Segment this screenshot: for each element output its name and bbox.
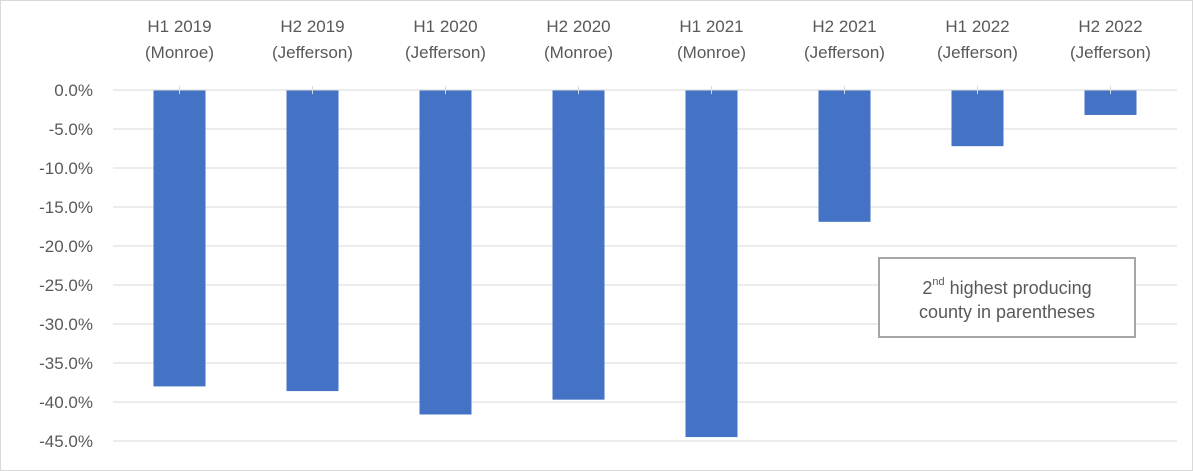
x-tick-label: (Monroe) (145, 43, 214, 62)
bar (153, 90, 206, 387)
bar (951, 90, 1004, 147)
x-tick-label: (Jefferson) (272, 43, 353, 62)
y-tick-label: -5.0% (49, 120, 93, 139)
y-tick-label: -25.0% (39, 276, 93, 295)
x-tick-label: H2 2019 (280, 17, 344, 36)
x-tick-label: (Jefferson) (804, 43, 885, 62)
bar (685, 90, 738, 438)
y-tick-label: -30.0% (39, 315, 93, 334)
x-tick-label: H2 2022 (1078, 17, 1142, 36)
x-tick-label: (Jefferson) (405, 43, 486, 62)
bar (419, 90, 472, 415)
y-tick-label: -45.0% (39, 432, 93, 451)
annotation-line-1: 2nd highest producing (922, 275, 1092, 298)
x-tick-label: (Monroe) (544, 43, 613, 62)
x-tick-label: H2 2020 (546, 17, 610, 36)
y-tick-label: -20.0% (39, 237, 93, 256)
x-tick-label: H1 2022 (945, 17, 1009, 36)
x-tick-label: H1 2021 (679, 17, 743, 36)
y-tick-label: -15.0% (39, 198, 93, 217)
y-tick-label: -35.0% (39, 354, 93, 373)
annotation-box: 2nd highest producing county in parenthe… (878, 257, 1136, 338)
y-tick-label: -40.0% (39, 393, 93, 412)
x-tick-label: (Jefferson) (1070, 43, 1151, 62)
x-tick-label: (Monroe) (677, 43, 746, 62)
x-tick-label: H1 2019 (147, 17, 211, 36)
y-tick-label: -10.0% (39, 159, 93, 178)
x-tick-label: H1 2020 (413, 17, 477, 36)
bar (286, 90, 339, 392)
bar (552, 90, 605, 400)
y-tick-label: 0.0% (54, 81, 93, 100)
bar (1084, 90, 1137, 115)
x-tick-label: H2 2021 (812, 17, 876, 36)
x-tick-label: (Jefferson) (937, 43, 1018, 62)
bar (818, 90, 871, 222)
annotation-line-2: county in parentheses (918, 301, 1096, 322)
